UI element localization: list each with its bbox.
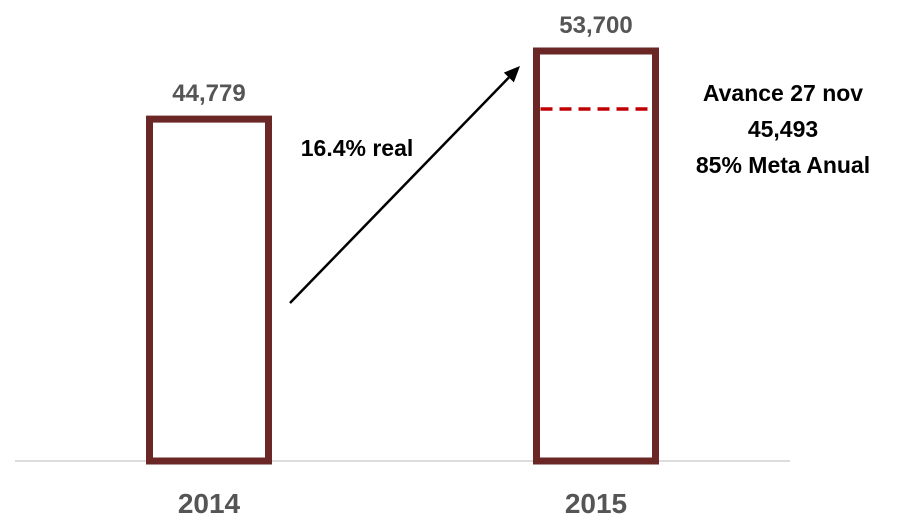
value-label-2014: 44,779: [172, 80, 245, 107]
growth-arrowhead: [503, 66, 520, 83]
bars-layer: [146, 47, 659, 465]
progress-label-line-2: 45,493: [748, 116, 818, 142]
progress-annotation: Avance 27 nov 45,493 85% Meta Anual: [696, 80, 870, 178]
progress-label-line-1: Avance 27 nov: [703, 80, 863, 106]
category-label-2015: 2015: [565, 488, 627, 519]
progress-label-line-3: 85% Meta Anual: [696, 152, 870, 178]
bar-2014: [146, 115, 272, 465]
growth-label: 16.4% real: [301, 135, 414, 161]
value-label-2015: 53,700: [559, 12, 632, 39]
category-label-2014: 2014: [178, 488, 241, 519]
growth-annotation: 16.4% real: [289, 66, 520, 304]
bar-2015: [533, 47, 659, 465]
growth-arrow: [289, 76, 510, 304]
labels-layer: 44,779 2014 53,700 2015: [172, 12, 632, 519]
